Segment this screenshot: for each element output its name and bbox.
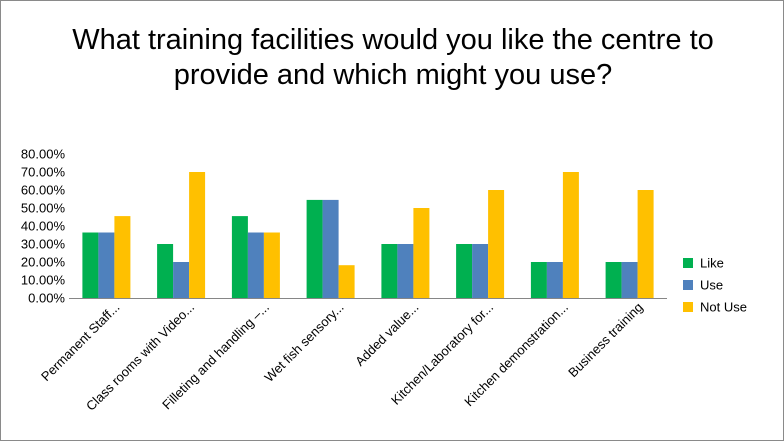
- y-tick-label: 80.00%: [21, 147, 66, 162]
- bar-like: [157, 244, 174, 298]
- y-tick-label: 10.00%: [21, 273, 66, 288]
- bar-use: [98, 232, 115, 298]
- legend-label: Use: [700, 278, 723, 293]
- bar-like: [82, 232, 99, 298]
- bar-like: [456, 244, 473, 298]
- chart-title: What training facilities would you like …: [72, 24, 714, 91]
- bar-use: [546, 262, 563, 298]
- bars: [82, 172, 654, 298]
- y-tick-label: 20.00%: [21, 255, 66, 270]
- y-axis: 0.00% 10.00% 20.00% 30.00% 40.00% 50.00% 60.00…: [21, 147, 66, 306]
- legend-swatch: [683, 258, 693, 268]
- bar-not-use: [338, 265, 355, 298]
- legend: Like Use Not Use: [683, 256, 747, 315]
- bar-not-use: [562, 172, 579, 298]
- bar-like: [231, 216, 248, 298]
- bar-like: [381, 244, 398, 298]
- y-tick-label: 40.00%: [21, 219, 66, 234]
- legend-swatch: [683, 280, 693, 290]
- x-axis: Permanent Staff...Class rooms with Video…: [38, 298, 667, 414]
- legend-swatch: [683, 302, 693, 312]
- category-label: Added value...: [352, 300, 421, 369]
- bar-use: [247, 232, 264, 298]
- y-tick-label: 70.00%: [21, 165, 66, 180]
- bar-not-use: [413, 208, 430, 298]
- y-tick-label: 50.00%: [21, 201, 66, 216]
- bar-use: [472, 244, 489, 298]
- y-tick-label: 0.00%: [28, 291, 65, 306]
- bar-not-use: [189, 172, 206, 298]
- bar-use: [397, 244, 414, 298]
- y-tick-label: 30.00%: [21, 237, 66, 252]
- bar-not-use: [637, 190, 654, 298]
- category-label: Wet fish sensory...: [261, 300, 346, 385]
- bar-not-use: [263, 232, 280, 298]
- bar-not-use: [488, 190, 505, 298]
- legend-label: Not Use: [700, 300, 747, 315]
- bar-like: [605, 262, 622, 298]
- bar-like: [306, 199, 323, 298]
- bar-like: [530, 262, 547, 298]
- category-label: Business training: [565, 300, 646, 381]
- bar-use: [621, 262, 638, 298]
- legend-label: Like: [700, 256, 724, 271]
- category-label: Permanent Staff...: [38, 300, 123, 385]
- bar-not-use: [114, 216, 131, 298]
- bar-use: [173, 262, 190, 298]
- bar-use: [322, 199, 339, 298]
- y-tick-label: 60.00%: [21, 183, 66, 198]
